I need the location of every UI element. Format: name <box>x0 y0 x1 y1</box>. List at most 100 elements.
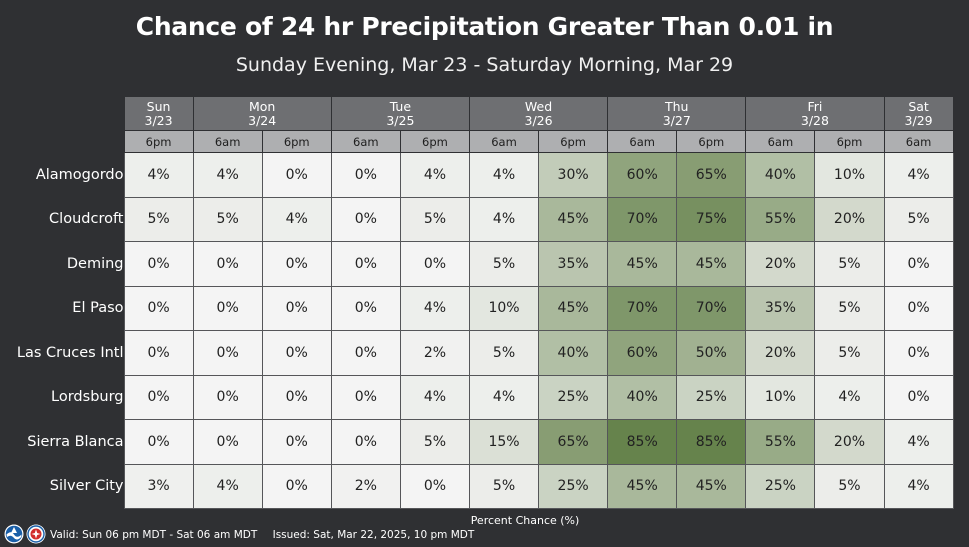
precip-cell: 4% <box>399 374 470 420</box>
period-header: 6am <box>468 130 540 153</box>
precip-cell: 4% <box>814 374 885 420</box>
period-header: 6am <box>330 130 401 153</box>
precip-cell: 4% <box>192 152 263 198</box>
precip-cell: 45% <box>607 463 678 509</box>
precip-cell: 4% <box>883 419 954 465</box>
precip-cell: 0% <box>261 152 332 198</box>
precip-cell: 20% <box>745 330 816 376</box>
precip-cell: 25% <box>538 374 609 420</box>
precip-cell: 75% <box>676 196 747 242</box>
precip-cell: 45% <box>607 241 678 287</box>
table-row: Alamogordo 4% 4% 0% 0% 4% 4% 30% 60% 65% 40% 10% 4% <box>6 152 954 198</box>
precip-cell: 0% <box>192 419 263 465</box>
precip-cell: 4% <box>261 196 332 242</box>
day-header: Tue 3/25 <box>330 97 470 131</box>
precip-cell: 45% <box>676 463 747 509</box>
day-date: 3/28 <box>800 112 829 128</box>
precip-cell: 2% <box>399 330 470 376</box>
precip-cell: 4% <box>123 152 194 198</box>
day-label: Tue <box>389 98 412 114</box>
precip-cell: 0% <box>261 419 332 465</box>
precip-cell: 5% <box>814 330 885 376</box>
precip-cell: 0% <box>192 241 263 287</box>
precip-cell: 20% <box>814 419 885 465</box>
period-header: 6am <box>607 130 678 153</box>
day-date: 3/25 <box>386 112 415 128</box>
precip-cell: 0% <box>330 241 401 287</box>
table-body: Alamogordo 4% 4% 0% 0% 4% 4% 30% 60% 65% 40% 10% 4% C… <box>6 152 954 509</box>
precip-cell: 4% <box>192 463 263 509</box>
precip-cell: 0% <box>192 285 263 331</box>
footer-info: Valid: Sun 06 pm MDT - Sat 06 am MDT Iss… <box>50 529 486 541</box>
precip-cell: 45% <box>538 196 609 242</box>
precip-cell: 25% <box>538 463 609 509</box>
location-label: El Paso <box>72 300 124 317</box>
nws-logo-icon <box>26 524 46 544</box>
table-row: Silver City 3% 4% 0% 2% 0% 5% 25% 45% 45% 25% 5% 4% <box>6 463 954 509</box>
day-date: 3/26 <box>524 112 553 128</box>
precip-cell: 25% <box>676 374 747 420</box>
precip-cell: 4% <box>883 463 954 509</box>
period-header: 6am <box>883 130 954 153</box>
day-header: Sun 3/23 <box>123 97 194 131</box>
issued-time: Issued: Sat, Mar 22, 2025, 10 pm MDT <box>272 529 475 541</box>
day-header: Mon 3/24 <box>192 97 332 131</box>
precip-cell: 5% <box>814 285 885 331</box>
precip-cell: 0% <box>330 419 401 465</box>
precip-cell: 5% <box>399 196 470 242</box>
precip-cell: 35% <box>745 285 816 331</box>
precip-cell: 70% <box>676 285 747 331</box>
day-date: 3/24 <box>248 112 277 128</box>
precip-cell: 0% <box>261 285 332 331</box>
precip-cell: 4% <box>883 152 954 198</box>
period-header: 6pm <box>399 130 470 153</box>
precip-cell: 0% <box>123 374 194 420</box>
precip-cell: 0% <box>399 241 470 287</box>
period-header: 6pm <box>814 130 885 153</box>
precip-cell: 15% <box>468 419 540 465</box>
x-axis-label: Percent Chance (%) <box>470 514 580 527</box>
location-label: Sierra Blanca <box>27 433 124 450</box>
period-header: 6pm <box>123 130 194 153</box>
precip-table: Sun 3/23 Mon 3/24 Tue 3/25 Wed 3/26 Thu 3/27 Fri 3/… <box>6 97 954 509</box>
precip-cell: 0% <box>330 374 401 420</box>
period-header-row: 6pm 6am 6pm 6am 6pm 6am 6pm 6am 6pm 6am 6pm 6am <box>6 130 954 153</box>
precip-cell: 20% <box>814 196 885 242</box>
precip-cell: 0% <box>883 241 954 287</box>
location-label: Deming <box>66 255 124 272</box>
precip-cell: 4% <box>399 285 470 331</box>
precip-cell: 10% <box>814 152 885 198</box>
day-date: 3/27 <box>662 112 691 128</box>
precip-cell: 70% <box>607 196 678 242</box>
precip-cell: 0% <box>883 330 954 376</box>
precip-cell: 5% <box>123 196 194 242</box>
chart-title: Chance of 24 hr Precipitation Greater Th… <box>135 12 834 41</box>
precip-cell: 0% <box>123 241 194 287</box>
day-header: Fri 3/28 <box>745 97 885 131</box>
period-header: 6am <box>192 130 263 153</box>
precip-cell: 0% <box>330 285 401 331</box>
table-row: Cloudcroft 5% 5% 4% 0% 5% 4% 45% 70% 75% 55% 20% 5% <box>6 196 954 242</box>
precip-cell: 50% <box>676 330 747 376</box>
period-header: 6pm <box>261 130 332 153</box>
precip-cell: 0% <box>123 419 194 465</box>
table-row: Deming 0% 0% 0% 0% 0% 5% 35% 45% 45% 20% 5% 0% <box>6 241 954 287</box>
table-row: Sierra Blanca 0% 0% 0% 0% 5% 15% 65% 85% 85% 55% 20… <box>6 419 954 465</box>
precip-cell: 35% <box>538 241 609 287</box>
day-label: Mon <box>249 98 276 114</box>
precip-cell: 5% <box>468 241 540 287</box>
day-label: Thu <box>665 98 689 114</box>
day-header: Sat 3/29 <box>883 97 954 131</box>
precip-cell: 5% <box>883 196 954 242</box>
precip-cell: 4% <box>399 152 470 198</box>
precip-cell: 0% <box>123 285 194 331</box>
precip-cell: 85% <box>676 419 747 465</box>
precip-cell: 40% <box>538 330 609 376</box>
precip-cell: 0% <box>123 330 194 376</box>
precip-cell: 55% <box>745 196 816 242</box>
precip-cell: 5% <box>192 196 263 242</box>
valid-time: Valid: Sun 06 pm MDT - Sat 06 am MDT <box>50 529 258 541</box>
corner-cell <box>6 131 124 153</box>
period-header: 6pm <box>676 130 747 153</box>
precip-cell: 3% <box>123 463 194 509</box>
